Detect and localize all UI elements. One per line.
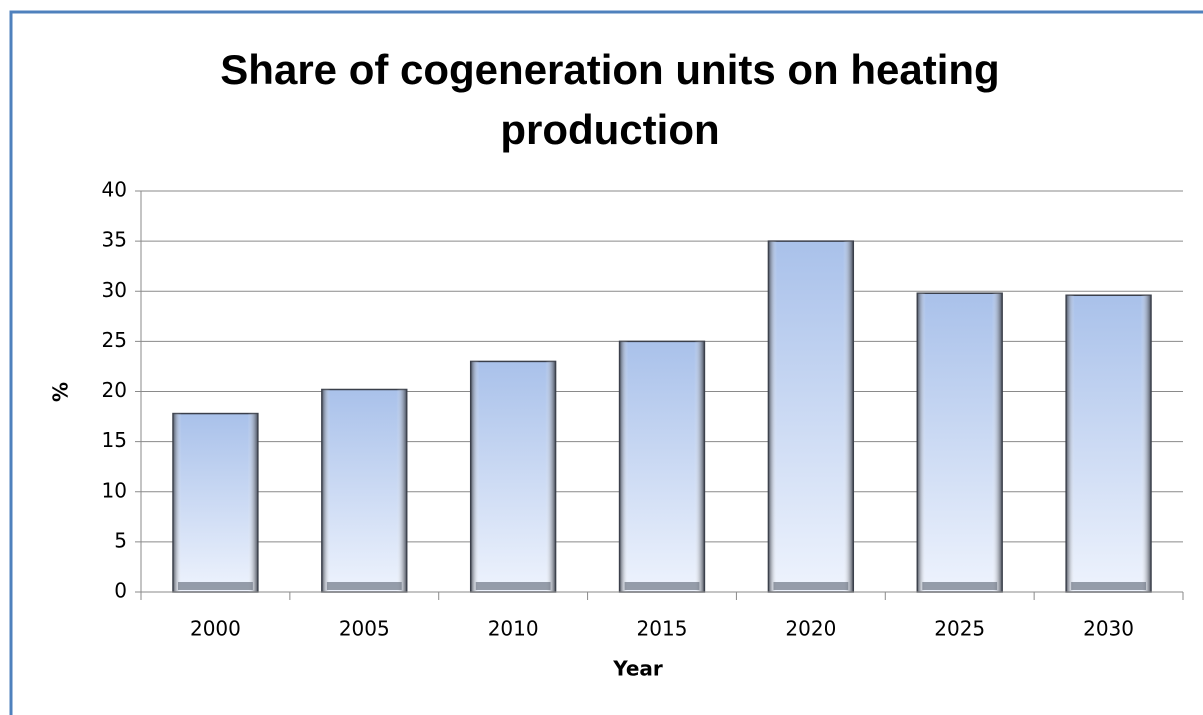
y-tick-label: 25 — [102, 328, 127, 352]
y-tick-label: 40 — [102, 178, 127, 202]
y-tick-label: 15 — [102, 428, 127, 452]
x-tick-label: 2015 — [637, 617, 688, 641]
x-axis-label: Year — [612, 657, 663, 681]
x-tick-label: 2030 — [1083, 617, 1134, 641]
y-tick-label: 10 — [102, 478, 127, 502]
y-tick-label: 35 — [102, 228, 127, 252]
bar-base — [475, 582, 551, 590]
frame — [9, 10, 1203, 715]
x-tick-label: 2005 — [339, 617, 390, 641]
bar-shade — [173, 413, 258, 592]
bar-shade — [470, 361, 556, 592]
y-tick-label: 5 — [114, 528, 127, 552]
y-tick-label: 30 — [102, 278, 127, 302]
chart-title: Share of cogeneration units on heating p… — [220, 46, 1000, 153]
bar-shade — [917, 293, 1003, 592]
y-tick-label: 20 — [102, 378, 127, 402]
bar-shade — [1066, 295, 1151, 592]
bar-base — [1071, 582, 1146, 590]
bar-base — [773, 582, 849, 590]
x-tick-label: 2020 — [785, 617, 836, 641]
x-tick-label: 2000 — [190, 617, 241, 641]
bar-base — [922, 582, 998, 590]
x-tick-label: 2010 — [488, 617, 539, 641]
bar-base — [624, 582, 700, 590]
y-axis-label: % — [49, 382, 73, 402]
bar-base — [178, 582, 253, 590]
bar-shade — [619, 341, 705, 592]
bar-base — [326, 582, 402, 590]
x-tick-label: 2025 — [934, 617, 985, 641]
bar-shade — [768, 241, 854, 592]
bar-shade — [321, 389, 407, 592]
y-tick-label: 0 — [114, 579, 127, 603]
